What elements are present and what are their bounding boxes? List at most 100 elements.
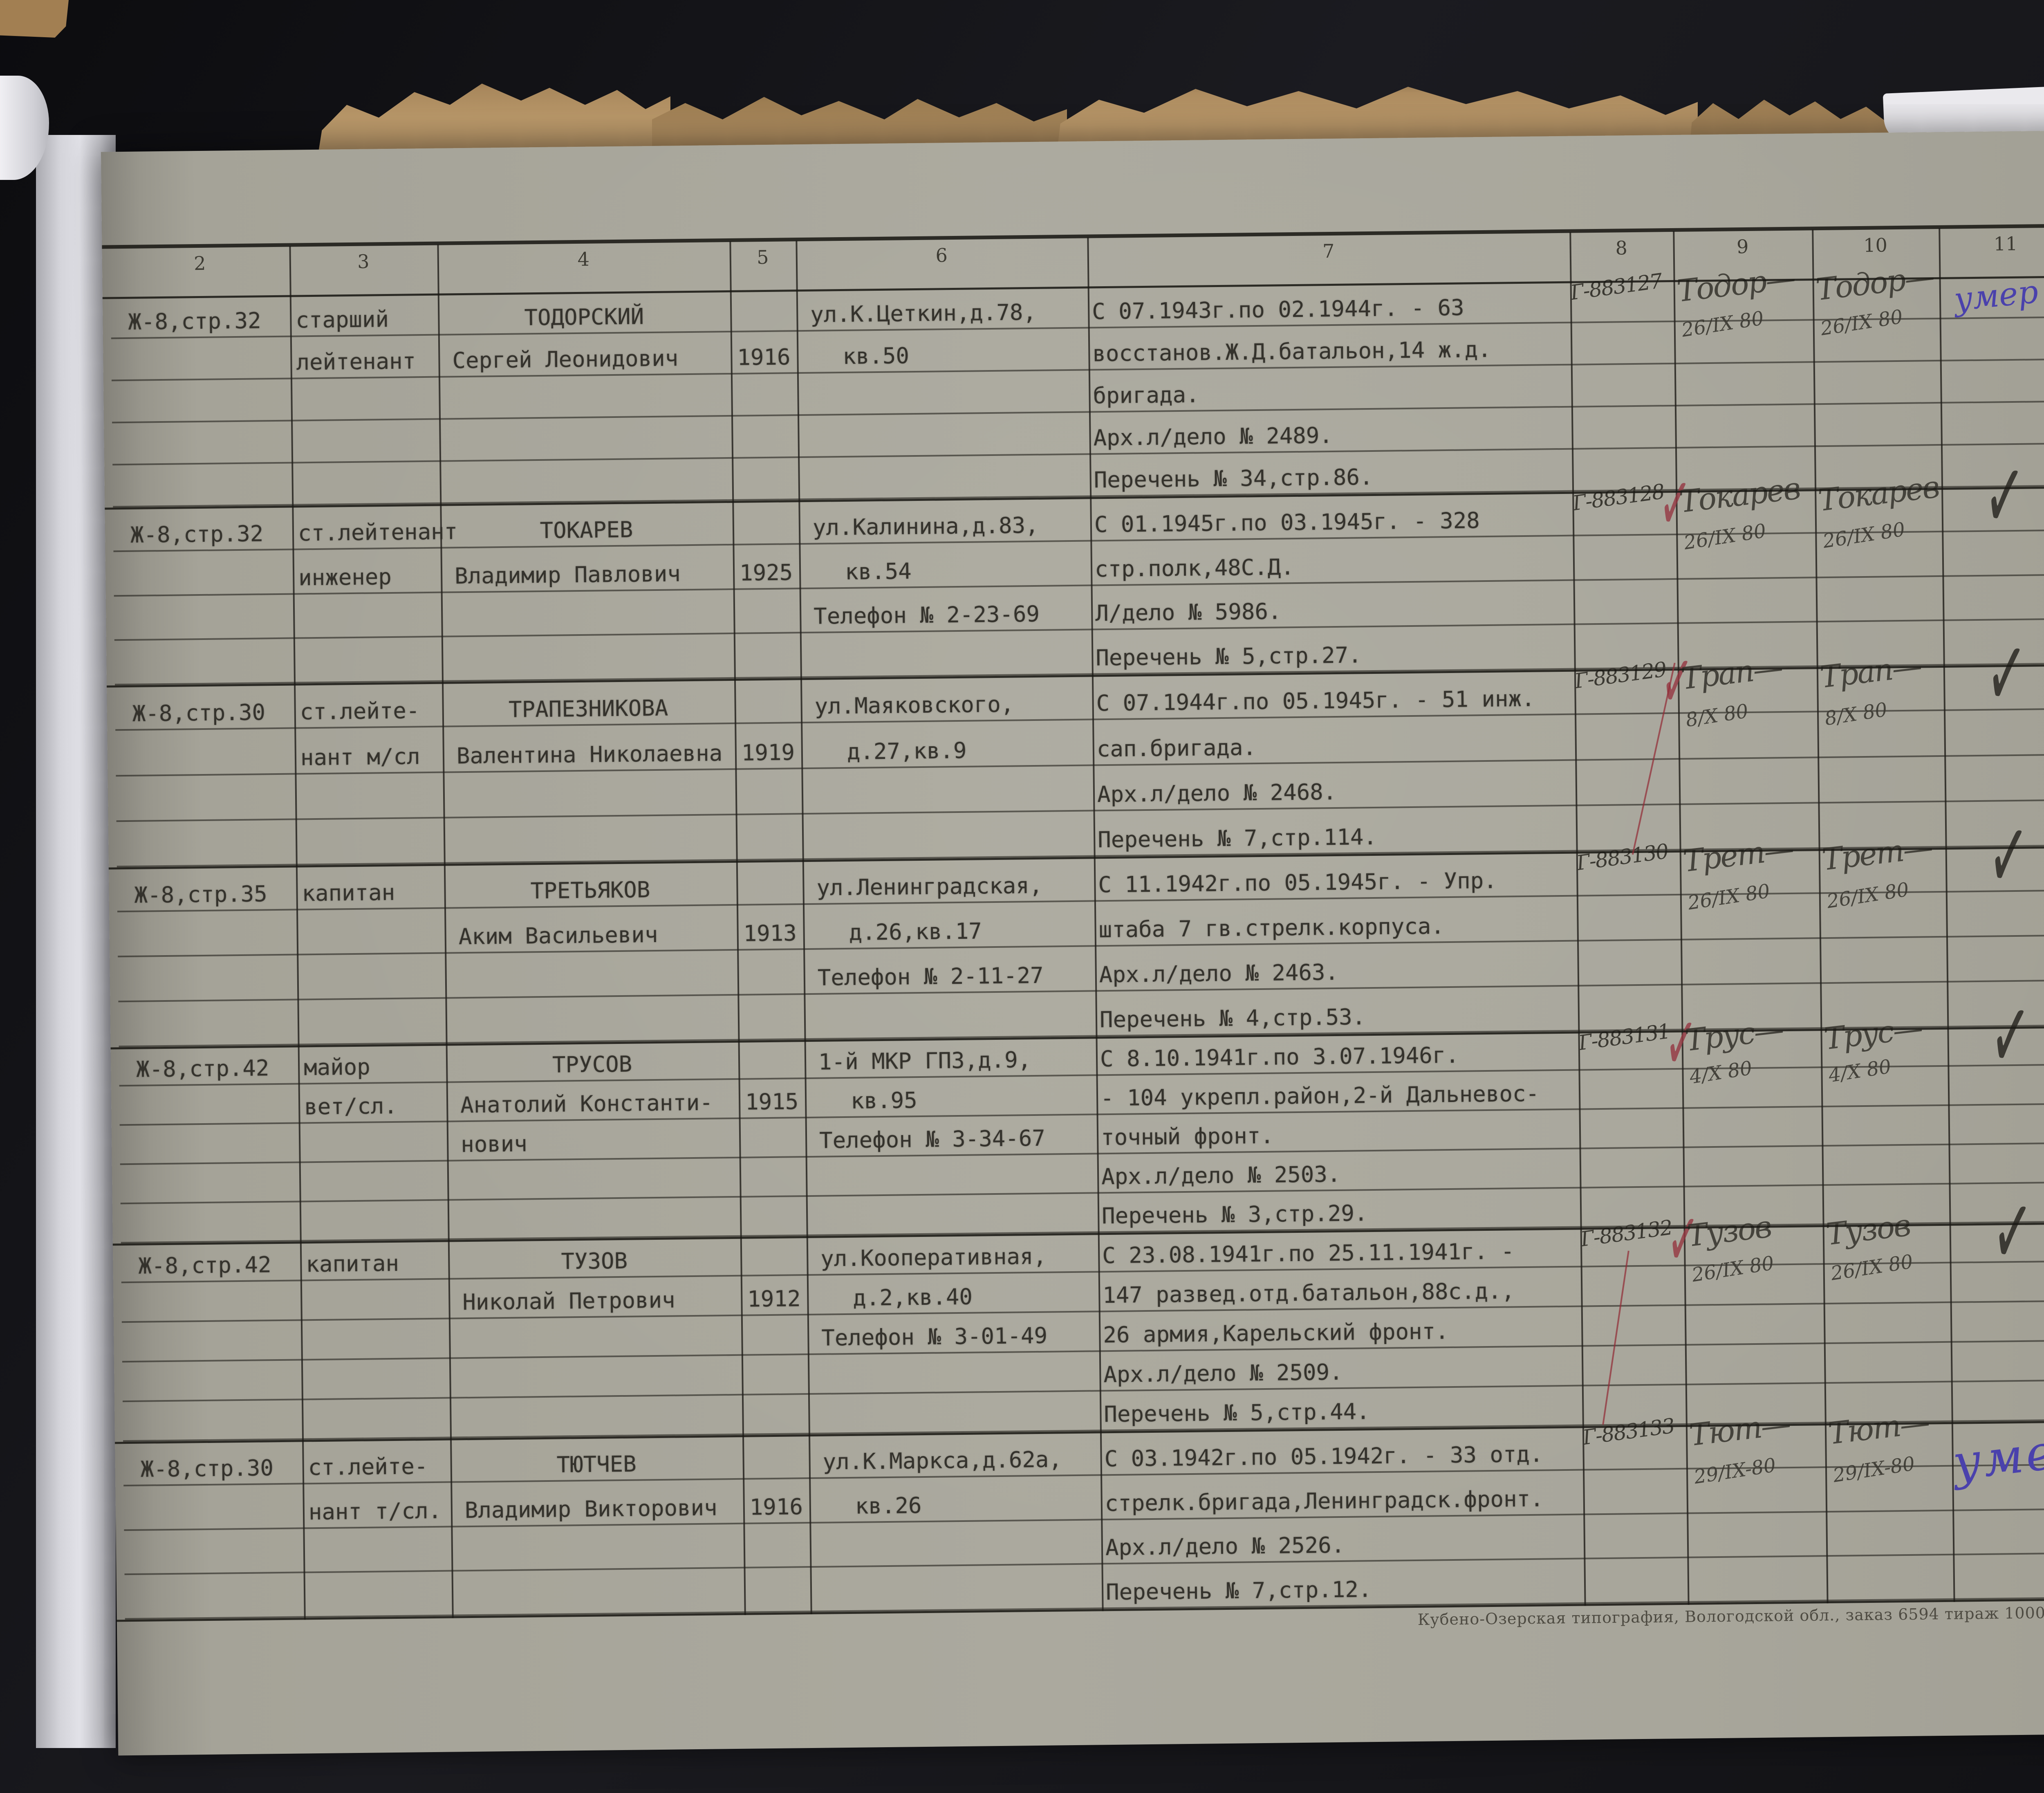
rule-line: [1676, 578, 1816, 624]
rule-line: д.27,кв.9: [801, 720, 1093, 769]
rule-line: С 8.10.1941г.по 3.07.1946г.: [1096, 1031, 1579, 1076]
typed-text: кв.50: [843, 343, 910, 369]
typed-text: ул.К.Маркса,д.62а,: [823, 1446, 1062, 1475]
rule-line: [807, 1352, 1100, 1395]
typed-text: нант м/сл: [300, 743, 420, 770]
cell-year: 1913: [736, 860, 805, 1041]
rule-line: [798, 413, 1090, 458]
rule-line: майор: [298, 1043, 446, 1085]
rule-line: Арх.л/дело № 2526.: [1101, 1515, 1584, 1565]
typed-text: - 104 укрепл.район,2-й Дальневос-: [1100, 1080, 1540, 1111]
rule-line: ТРУСОВ: [446, 1040, 739, 1083]
typed-text: Перечень № 7,стр.12.: [1105, 1576, 1372, 1605]
cell-addr: ул.К.Цеткин,д.78, кв.50: [796, 286, 1090, 500]
cell-svc: С 8.10.1941г.по 3.07.1946г. - 104 укрепл.…: [1096, 1031, 1580, 1233]
typed-text: капитан: [306, 1250, 399, 1277]
rule-line: Валентина Николаевна: [442, 724, 735, 773]
rule-line: кв.54: [799, 541, 1091, 589]
cell-s9: Трус— 4/X 80: [1681, 1012, 1823, 1227]
typed-text: ТУЗОВ: [561, 1248, 628, 1275]
rule-line: С 23.08.1941г.по 25.11.1941г. -: [1098, 1227, 1581, 1273]
rule-line: [741, 1355, 808, 1396]
rule-line: [733, 589, 800, 635]
typed-text: Ж-8,стр.30: [140, 1454, 274, 1482]
typed-text: кв.95: [850, 1087, 918, 1114]
rule-line: [1584, 1558, 1688, 1604]
rule-line: [1674, 405, 1814, 449]
rule-line: [1581, 1345, 1685, 1387]
cell-s10: Тют— 29/IX-80: [1824, 1405, 1954, 1602]
typed-text: Николай Петрович: [462, 1287, 675, 1315]
typed-text: д.27,кв.9: [847, 737, 967, 765]
rule-line: [1813, 361, 1941, 405]
rule-line: [113, 550, 293, 597]
cell-rank: капитан: [300, 1240, 450, 1440]
typed-text: Телефон № 3-01-49: [821, 1322, 1048, 1351]
rule-line: [1581, 1306, 1685, 1347]
rule-line: [805, 1154, 1098, 1197]
rule-line: [798, 455, 1090, 500]
typed-text: 1925: [739, 559, 793, 586]
rule-line: ул.Маяковского,: [800, 675, 1093, 724]
rule-line: [116, 774, 296, 822]
rule-line: [1674, 363, 1814, 406]
rule-line: [451, 1524, 744, 1572]
cell-addr: ул.К.Маркса,д.62а, кв.26: [808, 1431, 1102, 1613]
rule-line: [744, 1568, 811, 1613]
typed-text: капитан: [302, 879, 395, 907]
cell-arch: Г-883127: [1569, 269, 1676, 492]
typed-text: нович: [460, 1131, 528, 1158]
rule-line: [300, 1279, 449, 1321]
cell-svc: С 07.1943г.по 02.1944г. - 63 восстанов.Ж.…: [1087, 281, 1573, 497]
cell-ref: Ж-8,стр.32: [110, 295, 292, 508]
check-mark: ✓: [1984, 613, 2029, 734]
rule-line: [731, 416, 798, 459]
rule-line: ст.лейте-: [302, 1438, 451, 1485]
rule-line: [299, 1161, 448, 1203]
typed-text: 1913: [743, 920, 797, 947]
rule-line: [124, 1528, 304, 1575]
typed-text: Владимир Викторович: [464, 1494, 717, 1523]
rule-line: 1916: [743, 1479, 810, 1524]
book-spine-pages: [36, 135, 116, 1748]
cell-addr: ул.Кооперативная, д.2,кв.40 Телефон № 3-01…: [806, 1233, 1100, 1435]
typed-text: ул.Маяковского,: [814, 691, 1014, 720]
rule-line: [295, 818, 444, 866]
rule-line: ТРАПЕЗНИКОВА: [442, 678, 735, 727]
cell-rank: капитан: [296, 864, 446, 1046]
rule-line: [301, 1398, 450, 1440]
rule-line: [802, 811, 1094, 860]
check-mark: ✓: [1982, 435, 2027, 556]
rule-line: [1950, 1341, 2044, 1382]
cell-rank: ст.лейтенант инженер: [292, 504, 457, 684]
typed-text: Л/дело № 5986.: [1095, 598, 1282, 626]
check-mark: ✓: [1988, 975, 2033, 1096]
rule-line: [1571, 406, 1675, 450]
cell-s9: Трет— 26/IX 80: [1679, 831, 1821, 1030]
rule-line: [733, 633, 800, 679]
rule-line: Телефон № 3-01-49: [807, 1312, 1099, 1355]
typed-text: С 8.10.1941г.по 3.07.1946г.: [1100, 1042, 1459, 1072]
rule-line: [1576, 895, 1681, 942]
rule-line: Сергей Леонидович: [438, 332, 731, 378]
rule-line: [114, 639, 294, 686]
rule-line: [738, 1040, 805, 1080]
typed-text: Арх.л/дело № 2526.: [1105, 1532, 1345, 1561]
rule-line: [1571, 364, 1675, 408]
rule-line: [297, 954, 446, 1001]
typed-text: С 01.1945г.по 03.1945г. - 328: [1094, 507, 1480, 538]
rule-line: [1579, 1109, 1683, 1149]
rule-line: [741, 1315, 808, 1356]
rule-line: Ж-8,стр.32: [113, 505, 293, 552]
rule-line: ТРЕТЬЯКОВ: [444, 860, 737, 909]
typed-text: ТРУСОВ: [552, 1051, 632, 1078]
rule-line: [730, 289, 797, 332]
rule-line: [1824, 1342, 1951, 1384]
rule-line: [448, 1316, 742, 1359]
typed-text: 1916: [749, 1493, 803, 1520]
rule-line: ст.лейтенант: [292, 504, 457, 550]
rule-line: [438, 374, 732, 420]
rule-line: [1687, 1512, 1827, 1559]
cell-arch: Г-883132 ✓: [1579, 1192, 1701, 1426]
rule-line: [114, 595, 294, 641]
